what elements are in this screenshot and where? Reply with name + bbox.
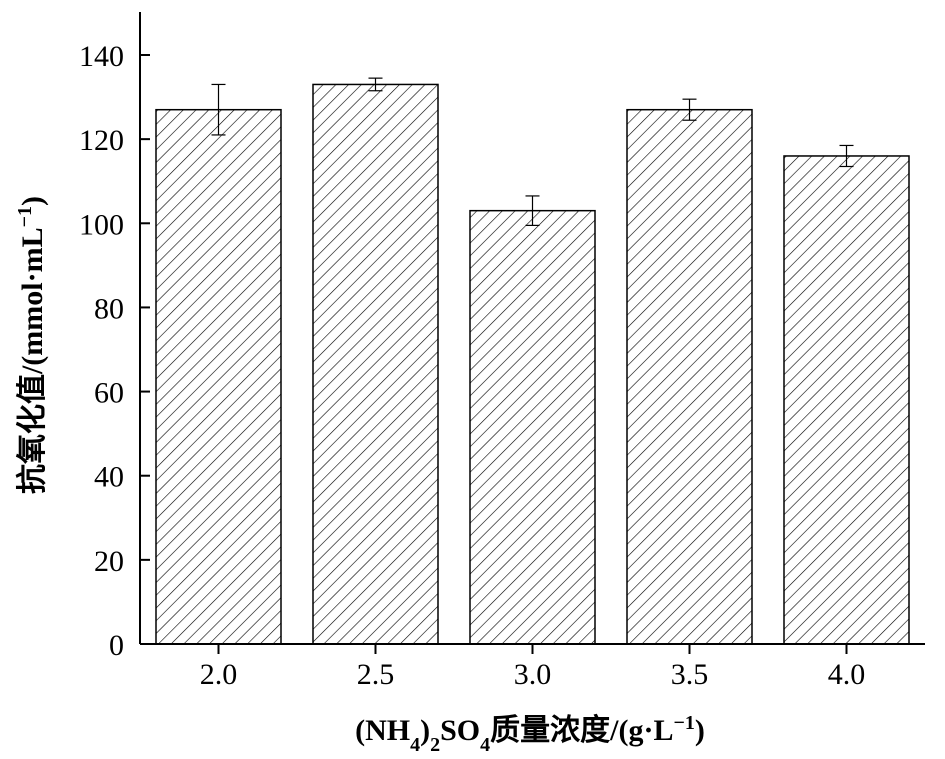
error-bar-3.0: [525, 195, 540, 226]
x-tick-label: 3.5: [671, 658, 709, 691]
error-bar-2.5: [368, 77, 383, 92]
error-bars-layer: [211, 77, 854, 226]
y-tick-label: 120: [79, 124, 124, 157]
y-axis-title: 抗氧化值/(mmol·mL−1): [14, 196, 49, 494]
x-tick-label: 2.0: [200, 658, 238, 691]
bar-4.0: [783, 155, 910, 645]
y-tick-label: 40: [94, 461, 124, 494]
x-axis-ticks: 2.0 2.5 3.0 3.5 4.0: [200, 644, 866, 691]
x-tick-label: 4.0: [828, 658, 866, 691]
y-tick-label: 20: [94, 545, 124, 578]
bars-layer: [155, 83, 910, 645]
error-bar-2.0: [211, 83, 226, 136]
y-tick-label: 100: [79, 208, 124, 241]
error-bar-4.0: [839, 144, 854, 168]
bar-3.0: [469, 209, 596, 645]
bar-3.5: [626, 108, 753, 645]
bar-2.5: [312, 83, 439, 645]
y-axis-ticks: 0 20 40 60 80 100 120 140: [79, 40, 150, 662]
y-tick-label: 80: [94, 292, 124, 325]
y-tick-label: 140: [79, 40, 124, 73]
y-tick-label: 0: [109, 629, 124, 662]
x-tick-label: 2.5: [357, 658, 395, 691]
x-tick-label: 3.0: [514, 658, 552, 691]
bar-2.0: [155, 108, 282, 645]
y-tick-label: 60: [94, 377, 124, 410]
error-bar-3.5: [682, 98, 697, 121]
x-axis-title: (NH4)2SO4质量浓度/(g·L−1): [355, 712, 705, 756]
